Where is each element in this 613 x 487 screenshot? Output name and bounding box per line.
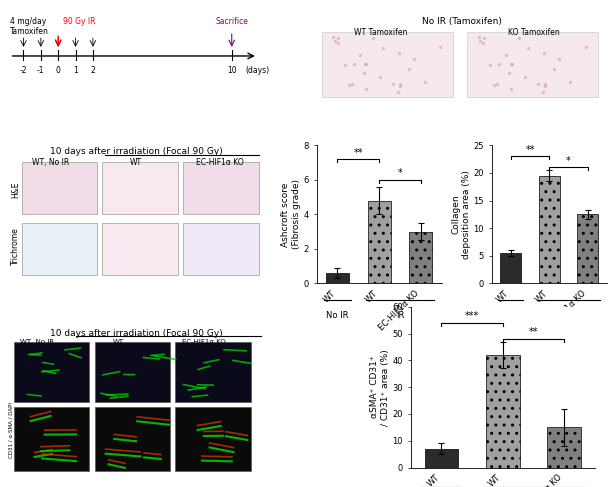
Text: IR: IR xyxy=(396,311,404,320)
Text: -2: -2 xyxy=(20,66,27,75)
Text: 10 days after irradiation (Focal 90 Gy): 10 days after irradiation (Focal 90 Gy) xyxy=(50,329,223,337)
Y-axis label: Collagen
deposition area (%): Collagen deposition area (%) xyxy=(451,170,471,259)
Text: WT, No IR: WT, No IR xyxy=(20,339,55,345)
Text: No IR (Tamoxifen): No IR (Tamoxifen) xyxy=(422,17,501,26)
Text: (days): (days) xyxy=(246,66,270,75)
Text: WT: WT xyxy=(130,158,142,167)
Text: -1: -1 xyxy=(37,66,45,75)
Text: EC-HIF1α KO: EC-HIF1α KO xyxy=(196,158,243,167)
Text: CD31 / α-SMA / DAPI: CD31 / α-SMA / DAPI xyxy=(9,402,13,458)
Text: **: ** xyxy=(528,327,538,337)
Bar xyxy=(547,428,581,468)
Text: No IR: No IR xyxy=(326,311,349,320)
Bar xyxy=(539,176,560,283)
Text: **: ** xyxy=(525,145,535,155)
Bar xyxy=(577,214,598,283)
Bar xyxy=(368,201,390,283)
Text: H&E: H&E xyxy=(11,181,20,198)
Text: 90 Gy IR: 90 Gy IR xyxy=(63,17,96,26)
Bar xyxy=(486,355,520,468)
Bar xyxy=(424,449,458,468)
Text: **: ** xyxy=(354,148,363,158)
Text: WT: WT xyxy=(113,339,124,345)
Text: *: * xyxy=(566,156,571,166)
Text: ***: *** xyxy=(465,311,479,321)
Bar xyxy=(500,253,522,283)
Text: 2: 2 xyxy=(91,66,95,75)
Y-axis label: αSMA⁺ CD31⁺
/ CD31⁺ area (%): αSMA⁺ CD31⁺ / CD31⁺ area (%) xyxy=(370,349,390,426)
Text: EC-HIF1α KO: EC-HIF1α KO xyxy=(182,339,226,345)
Text: Sacrifice: Sacrifice xyxy=(215,17,248,26)
Text: KO Tamoxifen: KO Tamoxifen xyxy=(508,28,560,37)
Text: WT, No IR: WT, No IR xyxy=(32,158,69,167)
Text: IR: IR xyxy=(565,311,573,320)
Text: WT Tamoxifen: WT Tamoxifen xyxy=(354,28,407,37)
Y-axis label: Ashcroft score
(Fibrosis grade): Ashcroft score (Fibrosis grade) xyxy=(281,179,301,249)
Text: 0: 0 xyxy=(56,66,61,75)
Text: 1: 1 xyxy=(73,66,78,75)
Text: No IR: No IR xyxy=(500,311,522,320)
Text: 10 days after irradiation (Focal 90 Gy): 10 days after irradiation (Focal 90 Gy) xyxy=(50,147,223,156)
Bar xyxy=(326,273,349,283)
Text: Trichrome: Trichrome xyxy=(11,227,20,265)
Text: *: * xyxy=(398,169,402,178)
Text: Tamoxifen: Tamoxifen xyxy=(10,27,48,36)
Text: 10: 10 xyxy=(227,66,237,75)
Text: 4 mg/day: 4 mg/day xyxy=(10,17,46,26)
Bar xyxy=(409,232,432,283)
